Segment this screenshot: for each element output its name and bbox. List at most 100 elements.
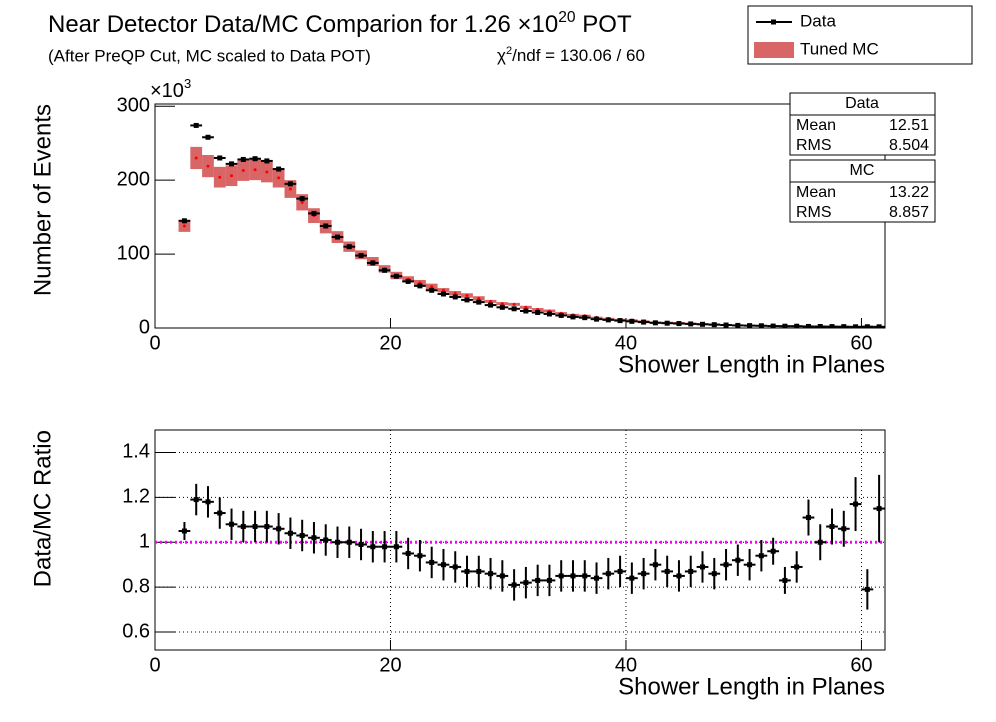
data-point <box>488 571 494 577</box>
data-point <box>652 320 658 326</box>
mc-point <box>230 174 234 178</box>
x-tick-label: 0 <box>149 332 160 354</box>
data-point <box>346 244 352 250</box>
data-point <box>429 287 435 293</box>
y-axis-title: Number of Events <box>29 104 56 296</box>
legend-swatch <box>754 42 794 58</box>
fit-annotation: χ2/ndf = 130.06 / 60 <box>497 45 645 66</box>
data-point <box>629 575 635 581</box>
data-point <box>723 322 729 328</box>
data-point <box>193 497 199 503</box>
data-point <box>688 321 694 327</box>
data-point <box>205 134 211 140</box>
data-point <box>287 181 293 187</box>
y-tick-label: 1.4 <box>122 441 150 463</box>
stats-value: 8.857 <box>889 204 929 221</box>
data-point <box>181 528 187 534</box>
data-point <box>782 577 788 583</box>
data-point <box>382 544 388 550</box>
mc-point <box>524 305 528 309</box>
mc-point <box>441 288 445 292</box>
mc-point <box>182 224 186 228</box>
mc-point <box>500 302 504 306</box>
data-point <box>382 267 388 273</box>
data-point <box>700 321 705 327</box>
data-point <box>499 573 505 579</box>
y-tick-label: 0.6 <box>122 620 150 642</box>
data-point <box>370 544 376 550</box>
mc-point <box>277 176 281 180</box>
mc-point <box>430 285 434 289</box>
x-axis-title: Shower Length in Planes <box>618 673 885 700</box>
data-point <box>841 324 847 328</box>
data-point <box>794 323 800 328</box>
data-point <box>476 299 482 305</box>
data-point <box>805 515 811 521</box>
mc-point <box>241 169 245 173</box>
data-point <box>853 324 859 328</box>
data-point <box>605 317 611 323</box>
data-point <box>770 548 776 554</box>
data-point <box>535 577 541 583</box>
data-point <box>264 158 270 164</box>
data-point <box>864 586 870 592</box>
data-point <box>723 562 729 568</box>
data-point <box>464 568 470 574</box>
data-point <box>476 568 482 574</box>
data-point <box>417 283 423 289</box>
data-point <box>264 524 270 530</box>
data-point <box>841 526 847 532</box>
data-point <box>641 571 647 577</box>
data-point <box>594 316 600 322</box>
mc-point <box>465 293 469 297</box>
data-point <box>452 564 458 570</box>
data-point <box>805 323 811 328</box>
data-point <box>252 524 258 530</box>
stats-box <box>789 159 936 223</box>
data-point <box>664 568 670 574</box>
data-point <box>229 521 235 527</box>
y-tick-label: 100 <box>117 242 150 264</box>
data-point <box>405 550 411 556</box>
fit-annotation-part: 2 <box>506 45 512 57</box>
y-tick-label: 0.8 <box>122 575 150 597</box>
data-point <box>829 524 835 530</box>
data-point <box>299 196 305 202</box>
stats-label: RMS <box>796 137 832 154</box>
data-point <box>817 539 823 545</box>
stats-value: 13.22 <box>889 184 929 201</box>
x-tick-label: 20 <box>379 332 401 354</box>
data-point <box>252 156 258 162</box>
data-point <box>440 291 446 297</box>
chart-title: Near Detector Data/MC Comparion for 1.26… <box>48 9 632 39</box>
data-point <box>217 510 223 516</box>
mc-point <box>194 156 198 160</box>
stats-value: 8.504 <box>889 137 929 154</box>
data-point <box>594 575 600 581</box>
data-point <box>205 499 211 505</box>
data-point <box>181 218 187 224</box>
data-point <box>535 309 541 315</box>
data-point <box>240 156 246 162</box>
data-point <box>582 315 588 321</box>
legend-label: Tuned MC <box>800 39 879 58</box>
mc-point <box>218 175 222 179</box>
data-point <box>523 580 529 586</box>
data-point <box>711 322 717 328</box>
data-point <box>358 253 364 259</box>
y-tick-label: 1 <box>139 531 150 553</box>
data-point <box>335 234 340 240</box>
data-point <box>758 553 764 559</box>
data-point <box>546 577 552 583</box>
data-point <box>335 539 340 545</box>
y-tick-label: 200 <box>117 168 150 190</box>
mc-point <box>265 170 269 174</box>
stats-title: MC <box>850 162 875 179</box>
data-point <box>617 318 623 324</box>
data-point <box>464 297 470 303</box>
data-point <box>499 304 505 310</box>
data-point <box>323 537 329 543</box>
chart-title-part: POT <box>576 11 632 38</box>
chart-subtitle: (After PreQP Cut, MC scaled to Data POT) <box>48 46 371 65</box>
